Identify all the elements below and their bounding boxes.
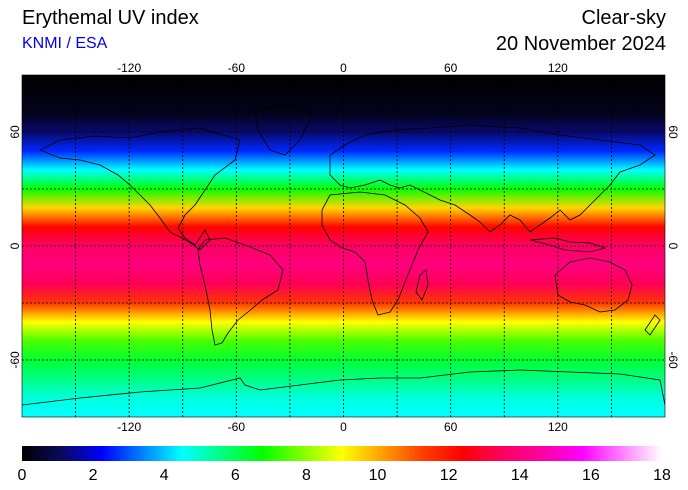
antarctica-coastline	[22, 369, 665, 406]
left-latitude-ticks: 60 0 -60	[8, 125, 22, 369]
colorbar-ticks: 0 2 4 6 8 10 12 14 16 18	[18, 467, 671, 484]
right-latitude-ticks: 60 0 -60	[666, 125, 680, 369]
latitude-tick-label: 60	[666, 125, 680, 139]
colorbar-tick-label: 6	[231, 467, 240, 484]
colorbar	[22, 446, 662, 461]
colorbar-tick-label: 4	[160, 467, 169, 484]
graticule	[22, 75, 665, 417]
greenland-coastline	[254, 104, 313, 156]
colorbar-tick-label: 12	[440, 467, 458, 484]
new-zealand-coastline	[644, 314, 661, 336]
longitude-tick-label: 120	[548, 61, 568, 75]
map-frame	[21, 74, 666, 418]
longitude-tick-label: 0	[340, 420, 347, 434]
longitude-tick-label: 120	[548, 420, 568, 434]
latitude-tick-label: 0	[8, 242, 22, 249]
colorbar-tick-label: 14	[511, 467, 529, 484]
longitude-tick-label: -120	[117, 61, 141, 75]
latitude-tick-label: -60	[8, 351, 22, 369]
latitude-tick-label: 0	[666, 243, 680, 250]
map-plot-area	[22, 75, 665, 417]
colorbar-tick-label: 10	[369, 467, 387, 484]
indonesia-coastline	[529, 237, 607, 253]
longitude-tick-label: -60	[228, 420, 246, 434]
longitude-tick-label: -120	[117, 420, 141, 434]
source-label: KNMI / ESA	[22, 35, 108, 52]
colorbar-tick-label: 18	[653, 467, 671, 484]
latitude-tick-label: -60	[666, 351, 680, 369]
longitude-tick-label: 60	[444, 420, 458, 434]
europe-asia-coastline	[329, 124, 656, 233]
longitude-tick-label: -60	[228, 61, 246, 75]
colorbar-tick-label: 2	[89, 467, 98, 484]
colorbar-tick-label: 16	[582, 467, 600, 484]
colorbar-tick-label: 0	[18, 467, 27, 484]
coastlines	[22, 104, 665, 406]
longitude-tick-label: 60	[444, 61, 458, 75]
bottom-longitude-ticks: -120 -60 0 60 120	[117, 420, 568, 434]
africa-coastline	[321, 191, 429, 316]
map-title: Erythemal UV index	[22, 7, 199, 29]
australia-coastline	[554, 257, 633, 313]
sky-condition-label: Clear-sky	[581, 7, 666, 29]
longitude-tick-label: 0	[340, 61, 347, 75]
south-america-coastline	[197, 237, 284, 346]
latitude-tick-label: 60	[8, 125, 22, 139]
colorbar-tick-label: 8	[302, 467, 311, 484]
top-longitude-ticks: -120 -60 0 60 120	[117, 61, 568, 75]
date-label: 20 November 2024	[495, 33, 666, 55]
north-america-coastline	[39, 127, 241, 251]
madagascar-coastline	[415, 269, 429, 301]
